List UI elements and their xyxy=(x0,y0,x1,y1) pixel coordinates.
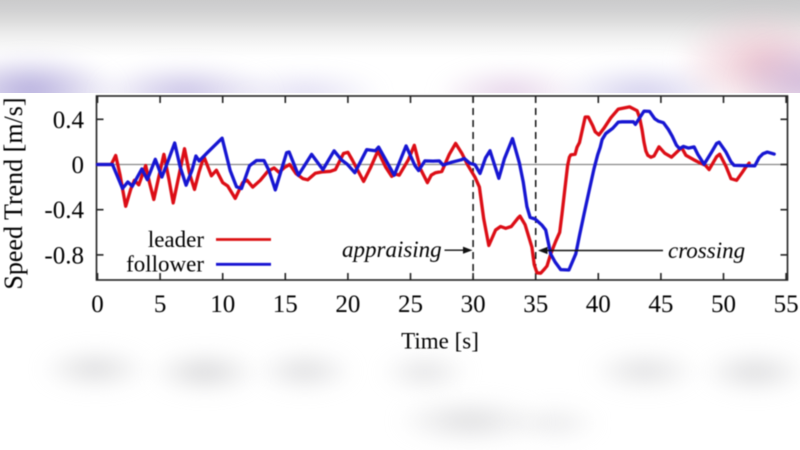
svg-text:appraising: appraising xyxy=(342,237,442,262)
svg-text:-0.8: -0.8 xyxy=(44,242,84,269)
svg-text:25: 25 xyxy=(398,291,423,318)
svg-text:Time [s]: Time [s] xyxy=(401,329,479,354)
svg-text:Speed Trend [m/s]: Speed Trend [m/s] xyxy=(0,97,28,289)
svg-text:0: 0 xyxy=(91,291,104,318)
svg-text:0.4: 0.4 xyxy=(53,107,85,134)
svg-text:0: 0 xyxy=(72,152,85,179)
svg-text:15: 15 xyxy=(273,291,298,318)
svg-text:35: 35 xyxy=(523,291,548,318)
svg-text:45: 45 xyxy=(648,291,673,318)
svg-text:20: 20 xyxy=(335,291,360,318)
svg-text:30: 30 xyxy=(461,291,486,318)
svg-text:50: 50 xyxy=(711,291,736,318)
svg-text:leader: leader xyxy=(148,227,205,252)
svg-text:5: 5 xyxy=(154,291,167,318)
svg-text:55: 55 xyxy=(774,291,799,318)
svg-text:follower: follower xyxy=(126,252,204,277)
svg-text:crossing: crossing xyxy=(668,238,745,263)
svg-text:40: 40 xyxy=(586,291,611,318)
svg-text:-0.4: -0.4 xyxy=(44,197,84,224)
svg-text:10: 10 xyxy=(210,291,235,318)
